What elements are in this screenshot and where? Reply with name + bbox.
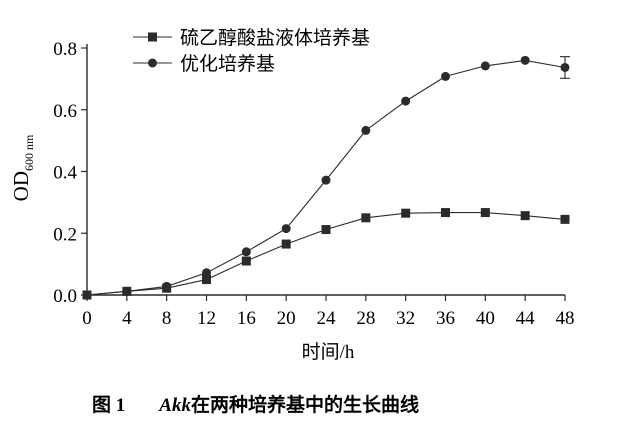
figure-caption: 图 1 Akk在两种培养基中的生长曲线: [92, 393, 419, 416]
data-point: [401, 96, 411, 106]
x-tick-label: 4: [122, 308, 132, 329]
x-tick-label: 24: [317, 308, 337, 329]
data-point: [202, 275, 211, 285]
caption-label: 图 1: [92, 394, 125, 416]
x-ticks: 0 4 8 12 16 20 24 28 32 36 40 44 48: [82, 295, 575, 329]
data-point: [122, 286, 132, 296]
data-point: [441, 208, 450, 218]
data-point: [241, 256, 251, 266]
y-tick-label: 0.8: [53, 39, 77, 60]
data-point: [560, 214, 570, 224]
x-tick-label: 44: [516, 308, 536, 329]
y-ticks: 0.0 0.2 0.4 0.6 0.8: [53, 39, 87, 307]
data-point: [321, 225, 331, 235]
data-point: [162, 281, 172, 291]
caption-italic: Akk: [158, 395, 191, 416]
data-point: [361, 213, 371, 223]
series-2: [82, 55, 570, 300]
x-tick-label: 20: [277, 308, 296, 329]
x-tick-label: 16: [237, 308, 256, 329]
data-point: [480, 208, 490, 218]
legend-label: 优化培养基: [180, 53, 275, 75]
x-tick-label: 40: [476, 308, 495, 329]
x-axis-label: 时间/h: [302, 341, 355, 363]
legend-marker: [148, 32, 157, 42]
x-tick-label: 28: [356, 308, 375, 329]
y-tick-label: 0.6: [53, 101, 77, 122]
data-point: [361, 125, 371, 135]
data-point: [480, 61, 490, 71]
legend-item-2: 优化培养基: [133, 53, 275, 75]
legend-item-1: 硫乙醇酸盐液体培养基: [133, 27, 370, 49]
y-tick-label: 0.0: [53, 286, 77, 307]
data-point: [560, 62, 570, 72]
caption-text: 在两种培养基中的生长曲线: [191, 393, 419, 416]
series-line: [86, 212, 566, 296]
data-point: [202, 268, 211, 278]
y-tick-label: 0.2: [53, 224, 77, 245]
data-point: [520, 55, 530, 65]
data-point: [241, 247, 251, 257]
x-tick-label: 32: [396, 308, 415, 329]
series-group: [82, 55, 570, 300]
y-axis-label: OD600 nm: [9, 134, 36, 201]
data-point: [401, 208, 411, 218]
x-tick-label: 12: [197, 308, 216, 329]
y-tick-label: 0.4: [53, 163, 77, 184]
legend-marker: [148, 58, 157, 68]
x-tick-label: 8: [162, 308, 172, 329]
data-point: [82, 290, 92, 300]
x-tick-label: 48: [556, 308, 575, 329]
y-axis-label-sub: 600 nm: [22, 134, 36, 171]
legend-label: 硫乙醇酸盐液体培养基: [180, 27, 370, 49]
data-point: [441, 71, 450, 81]
y-axis-label-main: OD: [9, 171, 33, 201]
data-point: [321, 175, 331, 185]
data-point: [520, 211, 530, 221]
data-point: [281, 239, 291, 249]
data-point: [281, 224, 291, 234]
axes: [86, 44, 565, 296]
series-1: [82, 208, 570, 300]
x-tick-label: 0: [82, 308, 92, 329]
x-tick-label: 36: [436, 308, 455, 329]
